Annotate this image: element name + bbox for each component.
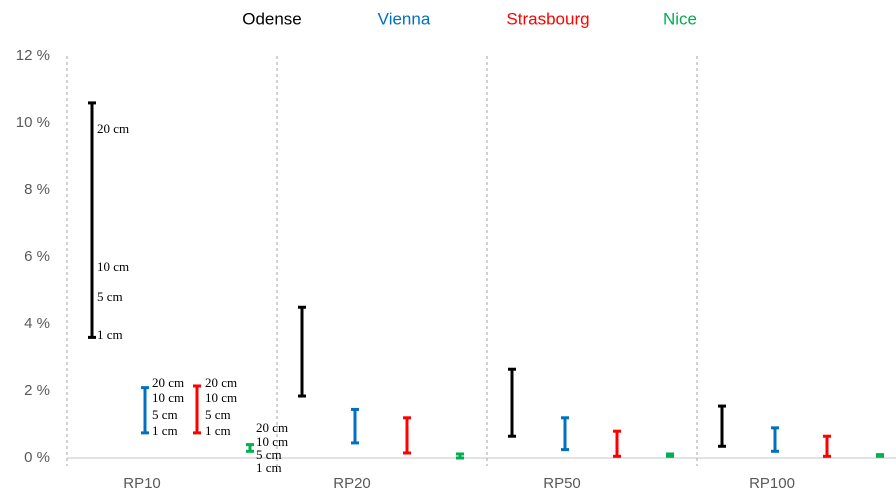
depth-annotation: 5 cm xyxy=(256,447,282,462)
depth-annotation: 20 cm xyxy=(256,420,288,435)
y-tick-label: 2 % xyxy=(24,382,50,399)
y-tick-label: 10 % xyxy=(16,114,50,131)
x-tick-label: RP100 xyxy=(749,475,795,492)
depth-annotation: 20 cm xyxy=(152,375,184,390)
x-tick-label: RP20 xyxy=(333,475,371,492)
legend-label: Strasbourg xyxy=(506,9,589,28)
y-tick-label: 8 % xyxy=(24,181,50,198)
depth-annotation: 5 cm xyxy=(97,289,123,304)
depth-annotation: 10 cm xyxy=(97,259,129,274)
legend-label: Nice xyxy=(663,9,697,28)
depth-annotation: 1 cm xyxy=(97,327,123,342)
x-tick-label: RP10 xyxy=(123,475,161,492)
depth-annotation: 20 cm xyxy=(97,121,129,136)
x-tick-label: RP50 xyxy=(543,475,581,492)
y-tick-label: 0 % xyxy=(24,449,50,466)
legend-label: Odense xyxy=(242,9,302,28)
depth-annotation: 5 cm xyxy=(205,407,231,422)
depth-annotation: 10 cm xyxy=(256,434,288,449)
y-tick-label: 4 % xyxy=(24,315,50,332)
depth-annotation: 10 cm xyxy=(152,390,184,405)
depth-annotation: 1 cm xyxy=(205,423,231,438)
depth-annotation: 1 cm xyxy=(256,460,282,475)
depth-annotation: 20 cm xyxy=(205,375,237,390)
depth-annotation: 1 cm xyxy=(152,423,178,438)
depth-annotation: 10 cm xyxy=(205,390,237,405)
y-tick-label: 6 % xyxy=(24,248,50,265)
depth-annotation: 5 cm xyxy=(152,407,178,422)
legend-label: Vienna xyxy=(378,9,431,28)
y-tick-label: 12 % xyxy=(16,47,50,64)
